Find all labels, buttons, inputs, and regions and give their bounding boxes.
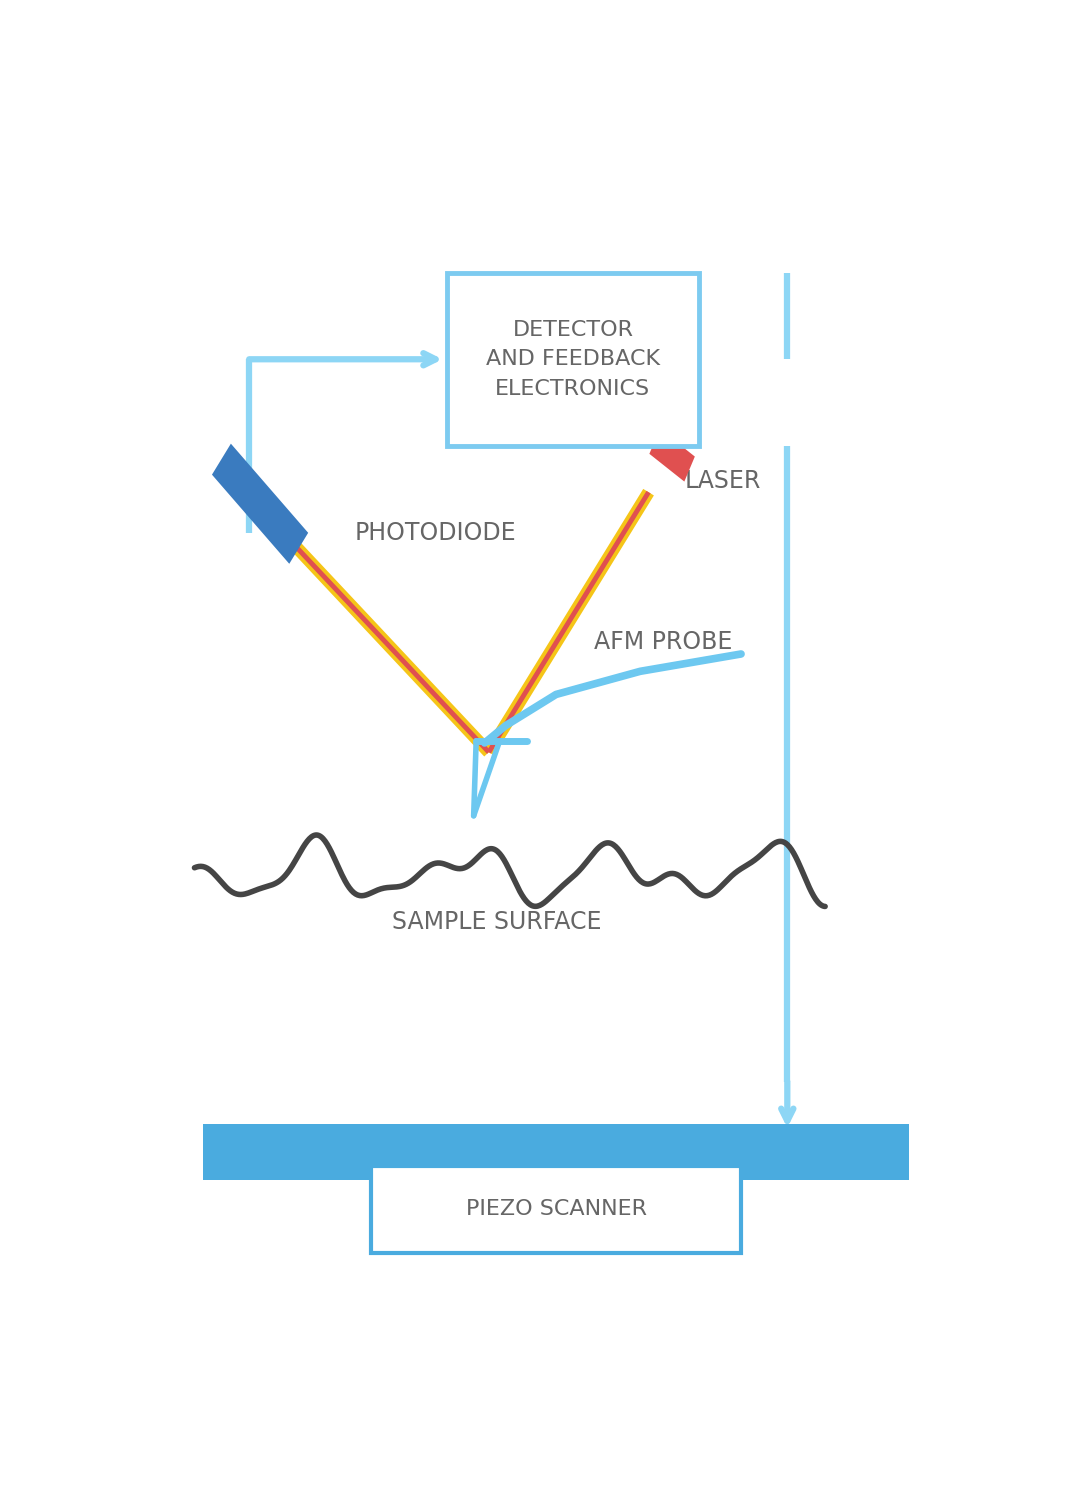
Text: PHOTODIODE: PHOTODIODE	[354, 521, 515, 545]
Text: LASER: LASER	[685, 468, 761, 492]
FancyBboxPatch shape	[371, 1166, 741, 1253]
FancyBboxPatch shape	[447, 273, 699, 446]
Polygon shape	[649, 429, 694, 482]
Bar	[203, 1124, 909, 1180]
Text: AFM PROBE: AFM PROBE	[593, 630, 732, 654]
Text: DETECTOR
AND FEEDBACK
ELECTRONICS: DETECTOR AND FEEDBACK ELECTRONICS	[486, 320, 660, 399]
Text: PIEZO SCANNER: PIEZO SCANNER	[465, 1199, 647, 1219]
Polygon shape	[212, 444, 308, 564]
Text: SAMPLE SURFACE: SAMPLE SURFACE	[393, 910, 602, 934]
